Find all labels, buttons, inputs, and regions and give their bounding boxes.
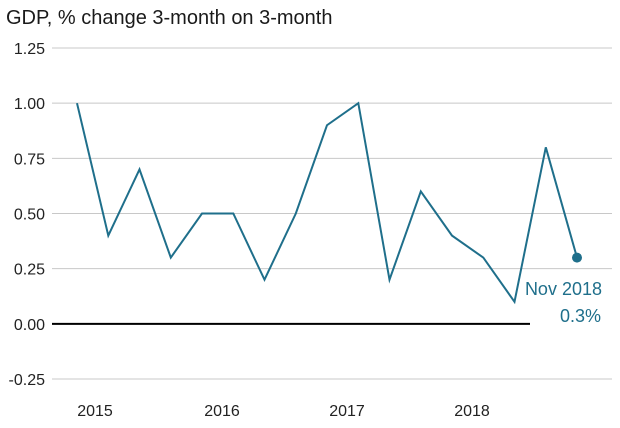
y-axis-tick-labels: -0.25 0.00 0.25 0.50 0.75 1.00 1.25 <box>9 41 46 389</box>
annotation-value-label: 0.3% <box>560 306 601 326</box>
y-tick-label: 0.75 <box>14 151 45 168</box>
y-tick-label: 1.25 <box>14 41 45 58</box>
chart-title: GDP, % change 3-month on 3-month <box>6 7 332 29</box>
y-tick-label: 1.00 <box>14 96 45 113</box>
last-point-marker <box>572 252 582 263</box>
y-tick-label: 0.00 <box>14 317 45 334</box>
y-tick-label: -0.25 <box>9 372 46 389</box>
gdp-series-line <box>76 101 578 305</box>
annotation-date-label: Nov 2018 <box>525 279 602 299</box>
series-line <box>76 101 578 305</box>
x-tick-label: 2017 <box>329 403 365 420</box>
x-axis-tick-labels: 2015 2016 2017 2018 <box>77 403 490 420</box>
y-tick-label: 0.25 <box>14 262 45 279</box>
grid-lines <box>52 47 612 380</box>
last-value-annotation: Nov 2018 0.3% <box>525 252 602 326</box>
x-tick-label: 2015 <box>77 403 113 420</box>
x-tick-label: 2018 <box>454 403 490 420</box>
x-tick-label: 2016 <box>204 403 240 420</box>
y-tick-label: 0.50 <box>14 207 45 224</box>
